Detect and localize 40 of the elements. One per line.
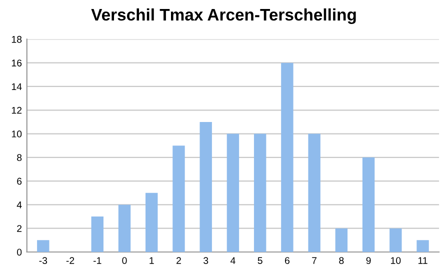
x-tick-label: 7	[312, 257, 317, 264]
y-tick-label: 4	[16, 202, 22, 208]
y-tick-label: 16	[12, 60, 22, 66]
bar	[254, 134, 266, 252]
bar	[91, 216, 104, 252]
x-tick-label: 5	[258, 257, 262, 264]
x-tick-label: 11	[418, 257, 428, 264]
x-tick-label: -2	[66, 257, 74, 264]
y-tick-label: 8	[17, 154, 22, 162]
y-tick-label: 12	[12, 106, 22, 114]
x-tick-label: 9	[366, 257, 371, 264]
bar	[281, 62, 294, 252]
x-tick-label: 1	[150, 257, 154, 264]
x-tick-label: 4	[230, 257, 236, 264]
y-tick-label: 6	[17, 178, 22, 185]
bar	[118, 204, 131, 252]
x-tick-label: 3	[204, 257, 208, 264]
bar	[390, 228, 402, 252]
bar	[362, 157, 375, 252]
bar	[200, 122, 212, 252]
bar	[146, 192, 158, 252]
bar	[335, 228, 348, 252]
x-tick-label: 10	[390, 257, 401, 264]
y-tick-label: 14	[12, 83, 22, 90]
x-tick-label: 0	[122, 257, 127, 264]
chart-title: Verschil Tmax Arcen-Terschelling	[91, 8, 356, 24]
y-tick-label: 10	[12, 130, 22, 138]
bar	[226, 134, 240, 252]
x-tick-label: 8	[339, 257, 344, 264]
bar	[308, 134, 320, 252]
y-tick-label: 2	[17, 225, 22, 232]
x-tick-label: -1	[93, 257, 102, 264]
x-tick-label: 2	[176, 257, 181, 264]
x-tick-label: -3	[39, 257, 48, 264]
bar	[416, 240, 429, 252]
x-tick-label: 6	[284, 257, 290, 264]
y-tick-label: 18	[12, 36, 22, 43]
y-tick-label: 0	[16, 248, 22, 256]
bar	[37, 240, 50, 252]
bar	[172, 146, 185, 252]
